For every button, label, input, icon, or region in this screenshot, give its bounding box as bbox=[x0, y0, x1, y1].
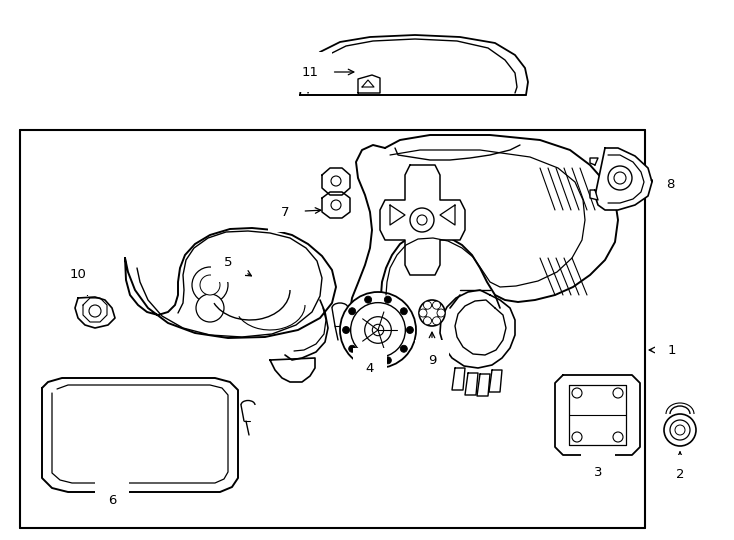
Text: 10: 10 bbox=[70, 268, 87, 295]
Polygon shape bbox=[555, 375, 640, 455]
Circle shape bbox=[572, 388, 582, 398]
Polygon shape bbox=[322, 168, 350, 195]
Polygon shape bbox=[125, 228, 336, 338]
Text: 11: 11 bbox=[302, 65, 354, 78]
Polygon shape bbox=[590, 190, 598, 200]
Circle shape bbox=[608, 166, 632, 190]
Circle shape bbox=[432, 317, 440, 325]
Polygon shape bbox=[350, 135, 618, 328]
Circle shape bbox=[372, 325, 384, 336]
Circle shape bbox=[419, 300, 445, 326]
Text: 6: 6 bbox=[108, 494, 116, 507]
Polygon shape bbox=[300, 35, 528, 95]
Circle shape bbox=[200, 275, 220, 295]
Polygon shape bbox=[595, 148, 652, 210]
Circle shape bbox=[351, 302, 405, 357]
Circle shape bbox=[613, 432, 623, 442]
Circle shape bbox=[572, 432, 582, 442]
Circle shape bbox=[400, 308, 407, 315]
Circle shape bbox=[425, 306, 439, 320]
Circle shape bbox=[365, 357, 371, 364]
Circle shape bbox=[340, 292, 416, 368]
Polygon shape bbox=[489, 370, 502, 392]
Circle shape bbox=[417, 215, 427, 225]
Circle shape bbox=[365, 296, 371, 303]
Polygon shape bbox=[452, 368, 465, 390]
Circle shape bbox=[331, 176, 341, 186]
Polygon shape bbox=[477, 374, 490, 396]
Circle shape bbox=[670, 420, 690, 440]
Circle shape bbox=[196, 294, 224, 322]
Text: 3: 3 bbox=[594, 461, 603, 480]
Polygon shape bbox=[42, 378, 238, 492]
Text: 4: 4 bbox=[366, 354, 377, 375]
Circle shape bbox=[675, 425, 685, 435]
Polygon shape bbox=[358, 75, 380, 93]
Polygon shape bbox=[380, 165, 465, 275]
Circle shape bbox=[614, 172, 626, 184]
Circle shape bbox=[192, 267, 228, 303]
Circle shape bbox=[424, 317, 432, 325]
Circle shape bbox=[424, 301, 432, 309]
Circle shape bbox=[89, 305, 101, 317]
Circle shape bbox=[664, 414, 696, 446]
Circle shape bbox=[407, 327, 413, 334]
Circle shape bbox=[349, 308, 356, 315]
Polygon shape bbox=[362, 80, 374, 87]
Text: 9: 9 bbox=[428, 332, 436, 367]
Circle shape bbox=[385, 357, 391, 364]
Circle shape bbox=[437, 309, 445, 317]
Polygon shape bbox=[440, 290, 515, 368]
Text: 2: 2 bbox=[676, 452, 684, 482]
Text: 1: 1 bbox=[649, 343, 676, 356]
Polygon shape bbox=[590, 158, 598, 165]
Text: 7: 7 bbox=[280, 206, 321, 219]
Circle shape bbox=[410, 208, 434, 232]
Circle shape bbox=[385, 296, 391, 303]
Circle shape bbox=[349, 345, 356, 352]
Circle shape bbox=[365, 316, 391, 343]
Circle shape bbox=[613, 388, 623, 398]
Circle shape bbox=[432, 301, 440, 309]
Polygon shape bbox=[270, 358, 315, 382]
Circle shape bbox=[419, 309, 427, 317]
Circle shape bbox=[343, 327, 349, 334]
Polygon shape bbox=[465, 373, 478, 395]
Polygon shape bbox=[455, 300, 506, 355]
Circle shape bbox=[400, 345, 407, 352]
Text: 5: 5 bbox=[224, 255, 252, 276]
Polygon shape bbox=[322, 192, 350, 218]
Polygon shape bbox=[75, 297, 115, 328]
Circle shape bbox=[331, 200, 341, 210]
Text: 8: 8 bbox=[651, 179, 675, 192]
